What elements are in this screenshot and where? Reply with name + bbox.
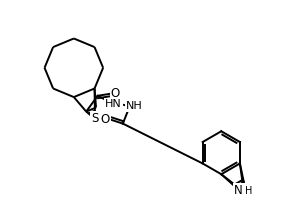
- Text: O: O: [100, 113, 109, 126]
- Text: O: O: [110, 87, 120, 100]
- Text: H: H: [245, 186, 252, 196]
- Text: HN: HN: [105, 99, 122, 109]
- Text: S: S: [91, 112, 99, 125]
- Text: N: N: [234, 184, 243, 197]
- Text: NH: NH: [126, 101, 143, 111]
